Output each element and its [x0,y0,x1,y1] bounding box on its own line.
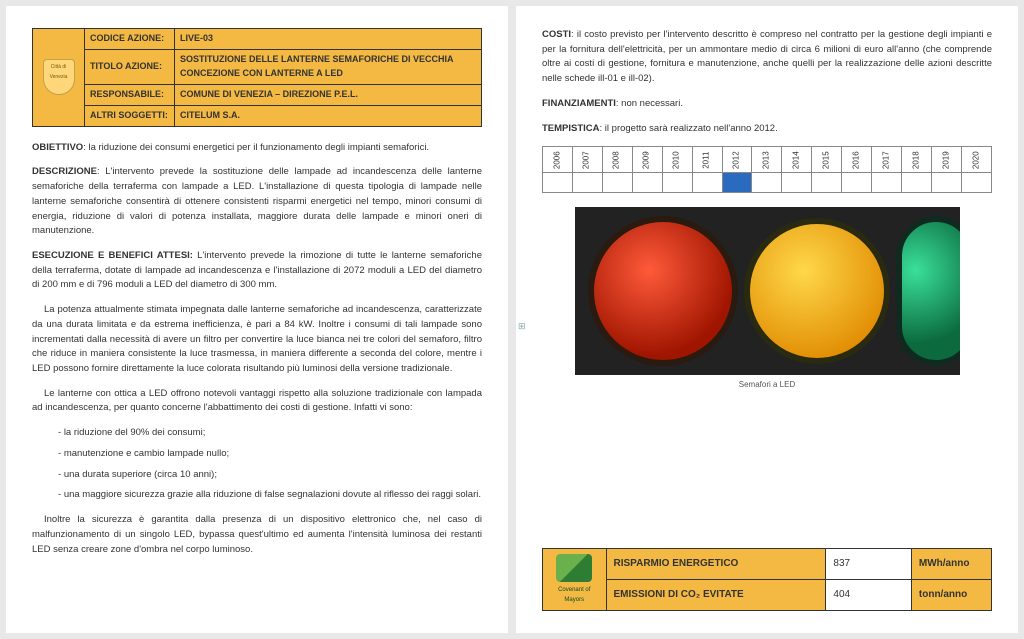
timeline-fill-row [543,173,992,193]
esecuzione-paragraph-1: ESECUZIONE E BENEFICI ATTESI: L'interven… [32,249,482,293]
section-text: : il costo previsto per l'intervento des… [542,29,992,84]
covenant-icon [556,554,592,582]
info-value: COMUNE DI VENEZIA – DIREZIONE P.E.L. [175,84,482,105]
result-value: 404 [826,580,912,611]
timeline-year: 2012 [722,147,752,173]
covenant-logo-cell: Covenant of Mayors [543,549,607,611]
finanziamenti-paragraph: FINANZIAMENTI: non necessari. [542,97,992,112]
timeline-cell [782,173,812,193]
timeline-cell [722,173,752,193]
section-lead: ESECUZIONE E BENEFICI ATTESI: [32,250,193,261]
result-label: EMISSIONI DI CO₂ EVITATE [606,580,826,611]
timeline-year: 2014 [782,147,812,173]
split-marker-icon: ⊞ [518,320,526,334]
timeline-cell [632,173,662,193]
yellow-lamp-icon [744,218,890,364]
timeline-cell [842,173,872,193]
result-unit: MWh/anno [911,549,991,580]
section-text: : L'intervento prevede la sostituzione d… [32,166,482,236]
timeline-year: 2008 [602,147,632,173]
info-label: ALTRI SOGGETTI: [85,105,175,126]
timeline-year: 2017 [872,147,902,173]
list-item: manutenzione e cambio lampade nullo; [58,447,482,462]
shield-icon: Città di Venezia [43,59,75,95]
timeline-year: 2016 [842,147,872,173]
timeline-cell [931,173,961,193]
photo-caption: Semafori a LED [542,379,992,391]
list-item: la riduzione del 90% dei consumi; [58,426,482,441]
timeline-cell [812,173,842,193]
timeline-year: 2010 [662,147,692,173]
timeline-cell [662,173,692,193]
timeline-year-row: 2006200720082009201020112012201320142015… [543,147,992,173]
results-table: Covenant of Mayors RISPARMIO ENERGETICO … [542,548,992,611]
info-label: TITOLO AZIONE: [85,49,175,84]
section-text: : non necessari. [616,98,683,109]
benefits-list: la riduzione del 90% dei consumi; manute… [32,426,482,503]
section-lead: OBIETTIVO [32,142,83,153]
esecuzione-paragraph-2: La potenza attualmente stimata impegnata… [32,303,482,377]
timeline-cell [692,173,722,193]
photo-container: Semafori a LED [542,207,992,391]
timeline-cell [572,173,602,193]
section-text: : il progetto sarà realizzato nell'anno … [600,123,778,134]
obiettivo-paragraph: OBIETTIVO: la riduzione dei consumi ener… [32,141,482,156]
info-value: LIVE-03 [175,29,482,50]
section-text: : la riduzione dei consumi energetici pe… [83,142,429,153]
timeline-year: 2015 [812,147,842,173]
section-lead: TEMPISTICA [542,123,600,134]
after-bullets-paragraph: Inoltre la sicurezza è garantita dalla p… [32,513,482,557]
page-right: ⊞ COSTI: il costo previsto per l'interve… [516,6,1018,633]
timeline-year: 2018 [902,147,932,173]
red-lamp-icon [588,216,738,366]
action-info-table: Città di Venezia CODICE AZIONE: LIVE-03 … [32,28,482,127]
covenant-label: Covenant of Mayors [558,587,590,602]
timeline-year: 2006 [543,147,573,173]
section-lead: FINANZIAMENTI [542,98,616,109]
tempistica-paragraph: TEMPISTICA: il progetto sarà realizzato … [542,122,992,137]
esecuzione-paragraph-3: Le lanterne con ottica a LED offrono not… [32,387,482,416]
city-logo-cell: Città di Venezia [33,29,85,127]
info-value: CITELUM S.A. [175,105,482,126]
timeline-cell [961,173,991,193]
info-label: RESPONSABILE: [85,84,175,105]
timeline-year: 2009 [632,147,662,173]
list-item: una maggiore sicurezza grazie alla riduz… [58,488,482,503]
result-unit: tonn/anno [911,580,991,611]
info-value: SOSTITUZIONE DELLE LANTERNE SEMAFORICHE … [175,49,482,84]
timeline-table: 2006200720082009201020112012201320142015… [542,146,992,193]
timeline-year: 2013 [752,147,782,173]
result-label: RISPARMIO ENERGETICO [606,549,826,580]
traffic-light-photo [575,207,960,375]
descrizione-paragraph: DESCRIZIONE: L'intervento prevede la sos… [32,165,482,239]
section-lead: DESCRIZIONE [32,166,97,177]
costi-paragraph: COSTI: il costo previsto per l'intervent… [542,28,992,87]
timeline-cell [543,173,573,193]
timeline-cell [602,173,632,193]
section-lead: COSTI [542,29,571,40]
timeline-cell [872,173,902,193]
timeline-year: 2007 [572,147,602,173]
timeline-year: 2011 [692,147,722,173]
green-lamp-icon [896,216,960,366]
info-label: CODICE AZIONE: [85,29,175,50]
timeline-cell [752,173,782,193]
page-left: Città di Venezia CODICE AZIONE: LIVE-03 … [6,6,508,633]
timeline-year: 2020 [961,147,991,173]
result-value: 837 [826,549,912,580]
timeline-cell [902,173,932,193]
list-item: una durata superiore (circa 10 anni); [58,468,482,483]
timeline-year: 2019 [931,147,961,173]
